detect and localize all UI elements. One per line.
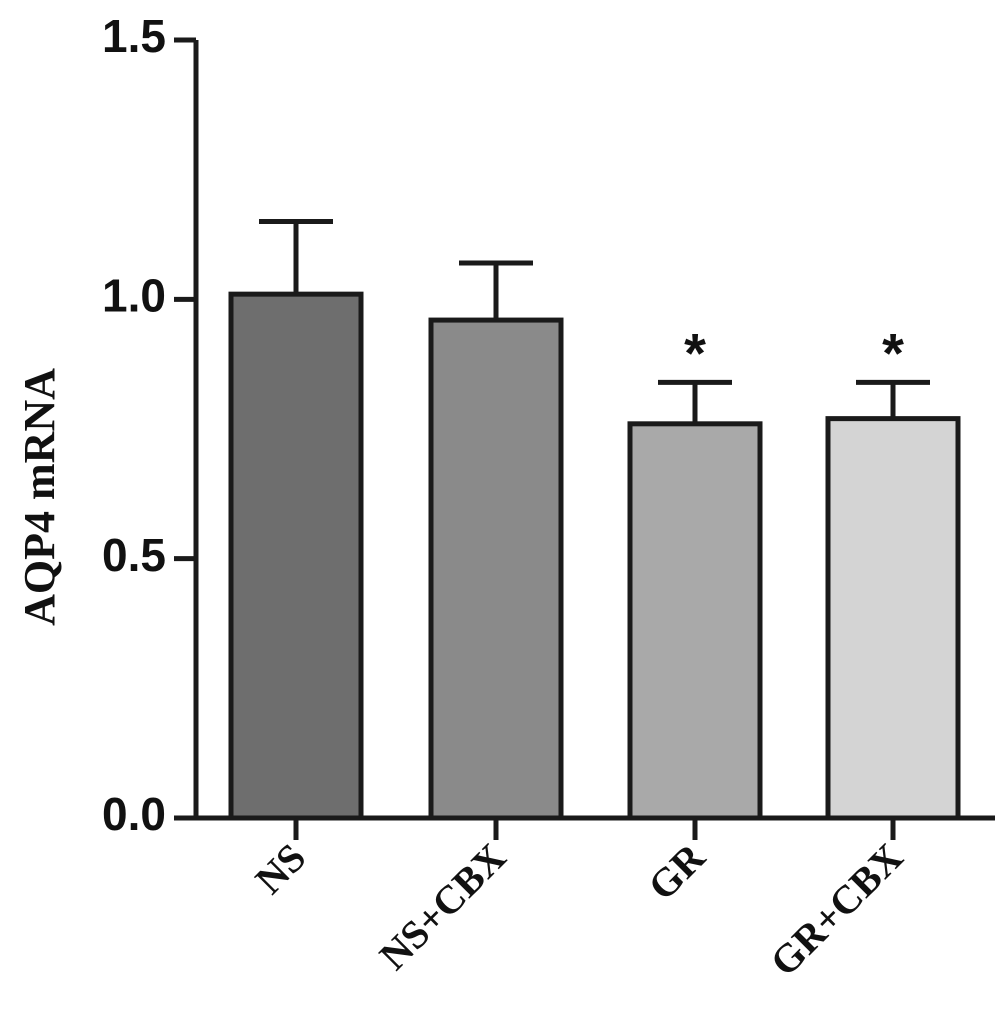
bar bbox=[428, 317, 564, 821]
x-tick-label: GR bbox=[639, 834, 714, 909]
bar bbox=[825, 416, 961, 821]
x-tick-label: GR+CBX bbox=[761, 834, 911, 984]
y-axis-label: AQP4 mRNA bbox=[15, 368, 64, 626]
x-tick-label: NS bbox=[246, 835, 314, 903]
y-tick-label: 0.5 bbox=[102, 529, 166, 581]
y-tick-label: 0.0 bbox=[102, 788, 166, 840]
bar bbox=[228, 291, 364, 821]
significance-marker: * bbox=[684, 321, 706, 384]
y-tick-label: 1.0 bbox=[102, 269, 166, 321]
significance-marker: * bbox=[882, 321, 904, 384]
y-tick-label: 1.5 bbox=[102, 10, 166, 62]
x-tick-label: NS+CBX bbox=[371, 834, 515, 978]
bar bbox=[627, 421, 763, 821]
